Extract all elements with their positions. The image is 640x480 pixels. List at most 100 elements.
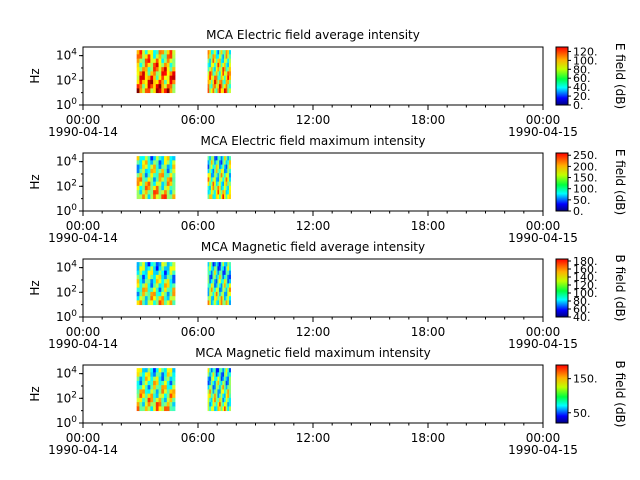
data-cell xyxy=(155,75,159,81)
x-tick-label: 00:00 xyxy=(66,325,101,339)
data-cell xyxy=(155,160,159,166)
data-cell xyxy=(214,62,217,68)
data-cell xyxy=(147,71,151,77)
data-cell xyxy=(220,266,223,272)
data-cell xyxy=(144,389,149,395)
data-cell xyxy=(207,177,210,183)
data-cell xyxy=(144,181,149,187)
data-cell xyxy=(164,266,168,272)
data-cell xyxy=(219,84,222,89)
data-cell xyxy=(225,393,228,399)
data-cell xyxy=(210,262,213,267)
y-tick-label: 104 xyxy=(56,366,77,381)
data-cell xyxy=(172,168,176,174)
data-cell xyxy=(215,88,218,94)
data-cell xyxy=(219,300,222,306)
data-cell xyxy=(147,58,151,64)
colorbar-tick-label: 120. xyxy=(573,45,598,58)
data-cell xyxy=(150,194,154,200)
data-cell xyxy=(224,50,227,55)
data-cell xyxy=(209,372,212,378)
data-cell xyxy=(139,58,143,64)
data-cell xyxy=(210,50,213,55)
data-cell xyxy=(161,291,165,297)
data-cell xyxy=(144,84,149,89)
data-cell xyxy=(212,287,215,293)
data-cell xyxy=(219,372,222,378)
data-cell xyxy=(214,164,217,170)
data-cell xyxy=(207,300,210,306)
data-cell xyxy=(209,296,212,301)
data-cell xyxy=(220,185,223,191)
data-cell xyxy=(144,266,149,272)
data-cell xyxy=(227,181,230,187)
data-cell xyxy=(207,79,210,85)
data-cell xyxy=(169,279,173,284)
data-cell xyxy=(217,160,220,166)
data-cell xyxy=(215,71,218,77)
data-cell xyxy=(214,79,217,85)
data-cell xyxy=(224,75,227,81)
data-cell xyxy=(164,84,168,89)
data-cell xyxy=(153,75,157,81)
x-tick-label: 00:00 xyxy=(66,219,101,233)
data-cell xyxy=(144,372,149,378)
data-cell xyxy=(169,79,173,85)
data-cell xyxy=(161,397,165,403)
data-cell xyxy=(164,300,168,306)
data-cell xyxy=(225,274,228,280)
data-cell xyxy=(164,274,168,280)
data-cell xyxy=(215,54,218,60)
data-cell xyxy=(227,406,230,412)
data-cell xyxy=(225,67,228,72)
data-cell xyxy=(207,168,210,174)
data-cell xyxy=(164,88,168,94)
data-cell xyxy=(142,156,146,161)
data-cell xyxy=(144,300,149,306)
data-cell xyxy=(209,160,212,166)
data-cell xyxy=(144,190,149,195)
data-cell xyxy=(142,50,146,55)
data-cell xyxy=(164,397,168,403)
data-cell xyxy=(161,67,165,72)
data-cell xyxy=(169,88,173,94)
data-cell xyxy=(158,376,162,382)
data-cell xyxy=(142,84,146,89)
data-cell xyxy=(144,287,149,293)
data-cell xyxy=(166,181,170,187)
data-cell xyxy=(219,296,222,301)
x-tick-label: 18:00 xyxy=(411,113,446,127)
data-cell xyxy=(153,173,157,178)
data-cell xyxy=(158,291,162,297)
data-cell xyxy=(155,368,159,373)
data-cell xyxy=(219,50,222,55)
data-cell xyxy=(227,368,230,373)
data-cell xyxy=(207,156,210,161)
data-cell xyxy=(210,54,213,60)
data-cell xyxy=(220,173,223,178)
data-cell xyxy=(142,75,146,81)
data-cell xyxy=(210,283,213,289)
x-tick-label: 12:00 xyxy=(296,113,331,127)
data-cell xyxy=(139,160,143,166)
data-cell xyxy=(161,287,165,293)
data-cell xyxy=(155,300,159,306)
data-cell xyxy=(136,168,140,174)
data-cell xyxy=(228,79,231,85)
data-cell xyxy=(139,50,143,55)
data-cell xyxy=(224,287,227,293)
data-cell xyxy=(155,88,159,94)
data-cell xyxy=(207,279,210,284)
data-cell xyxy=(210,75,213,81)
data-cell xyxy=(158,181,162,187)
data-cell xyxy=(161,181,165,187)
colorbar-tick-label: 40. xyxy=(573,81,591,94)
data-cell xyxy=(164,368,168,373)
data-cell xyxy=(224,389,227,395)
data-cell xyxy=(166,194,170,200)
data-cell xyxy=(172,402,176,407)
data-cell xyxy=(222,372,225,378)
data-cell xyxy=(169,393,173,399)
data-cell xyxy=(142,287,146,293)
data-cell xyxy=(219,266,222,272)
